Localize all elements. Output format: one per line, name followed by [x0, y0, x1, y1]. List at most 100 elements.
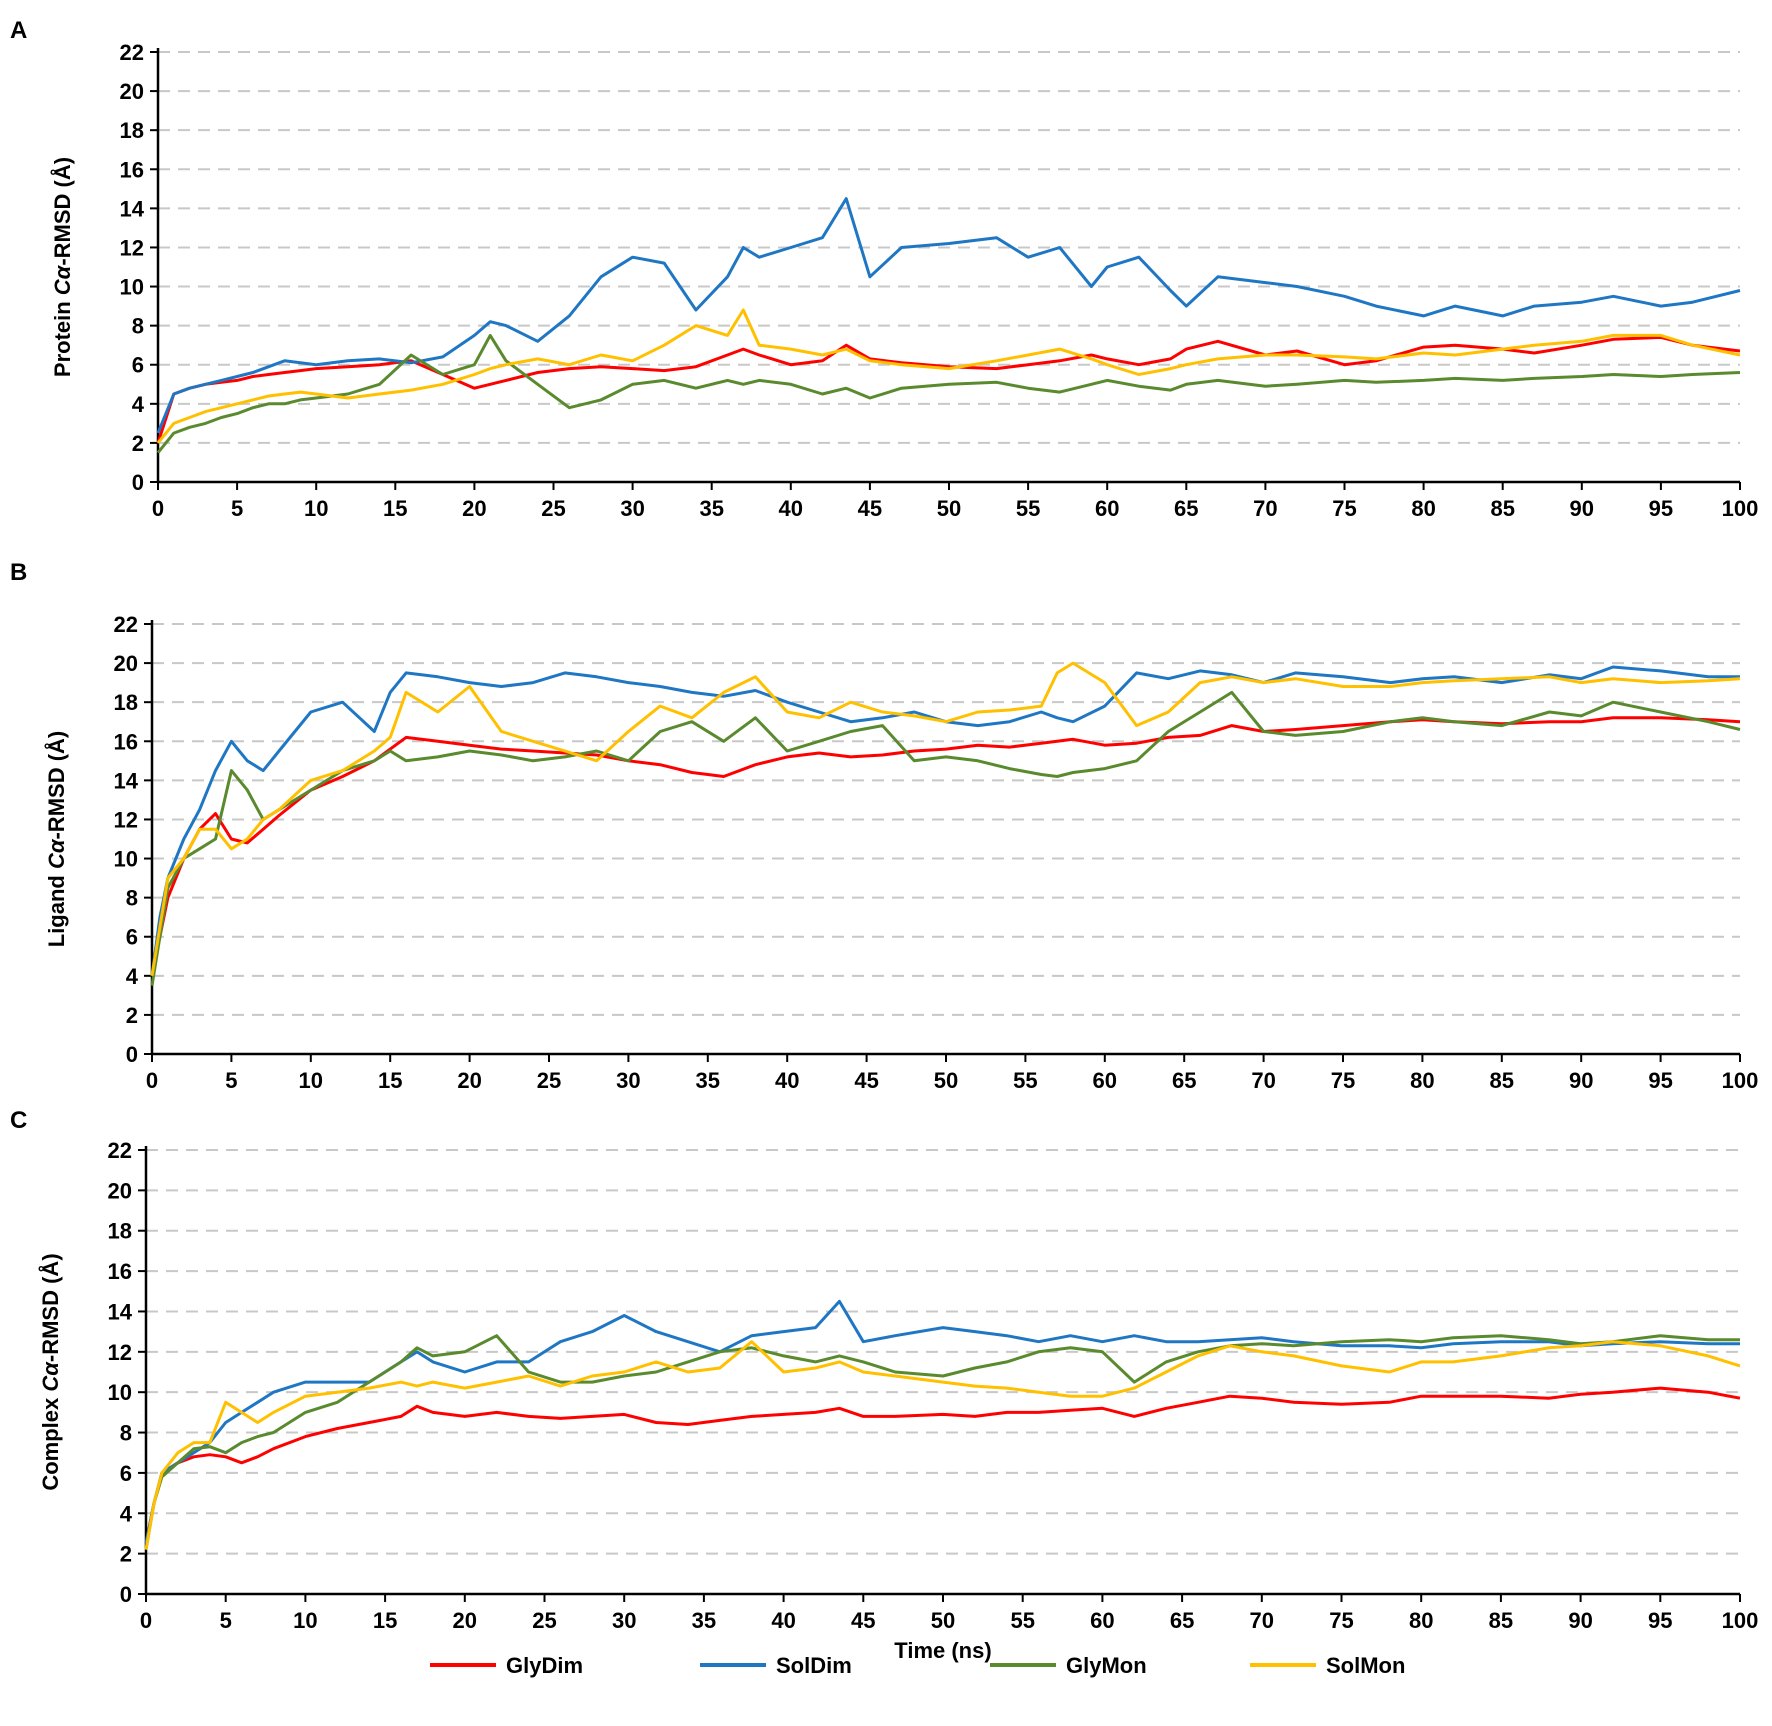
y-axis-label-italic: Cα	[38, 1361, 63, 1392]
y-tick-label: 14	[114, 768, 139, 793]
panel-label-b: B	[10, 559, 27, 586]
x-tick-label: 35	[692, 1608, 716, 1633]
x-tick-label: 20	[462, 496, 486, 521]
x-tick-label: 10	[304, 496, 328, 521]
x-tick-label: 75	[1332, 496, 1356, 521]
x-tick-label: 100	[1722, 1608, 1759, 1633]
x-tick-label: 40	[771, 1608, 795, 1633]
x-tick-label: 20	[453, 1608, 477, 1633]
x-tick-label: 55	[1013, 1068, 1037, 1093]
x-tick-label: 10	[293, 1608, 317, 1633]
y-axis-label-prefix: Protein	[50, 295, 75, 377]
y-tick-label: 6	[132, 353, 144, 378]
y-axis-label-prefix: Ligand	[44, 869, 69, 947]
x-tick-label: 5	[220, 1608, 232, 1633]
panel-label-c: C	[10, 1107, 27, 1134]
x-tick-label: 70	[1253, 496, 1277, 521]
x-tick-label: 95	[1649, 496, 1673, 521]
legend: GlyDim SolDim GlyMon SolMon	[430, 1653, 1405, 1678]
y-tick-label: 8	[120, 1421, 132, 1446]
x-tick-label: 65	[1170, 1608, 1194, 1633]
x-tick-label: 15	[373, 1608, 397, 1633]
x-tick-label: 70	[1250, 1608, 1274, 1633]
y-axis-label-suffix: -RMSD (Å)	[49, 157, 75, 266]
y-tick-label: 0	[120, 1582, 132, 1607]
series-line-solmon	[144, 1340, 1741, 1550]
x-tick-label: 15	[378, 1068, 402, 1093]
x-tick-label: 70	[1251, 1068, 1275, 1093]
x-tick-label: 55	[1016, 496, 1040, 521]
x-tick-label: 30	[612, 1608, 636, 1633]
x-tick-label: 25	[537, 1068, 561, 1093]
y-tick-label: 10	[120, 275, 144, 300]
x-tick-label: 45	[854, 1068, 878, 1093]
series-line-glymon	[156, 333, 1741, 454]
y-tick-label: 10	[114, 847, 138, 872]
series-line-glydim	[156, 335, 1741, 444]
x-tick-label: 90	[1569, 1068, 1593, 1093]
y-tick-label: 20	[120, 79, 144, 104]
y-tick-label: 20	[114, 651, 138, 676]
y-tick-label: 22	[114, 612, 138, 637]
x-tick-label: 50	[937, 496, 961, 521]
y-tick-label: 2	[126, 1003, 138, 1028]
y-tick-label: 16	[114, 729, 138, 754]
x-tick-label: 60	[1090, 1608, 1114, 1633]
panel-b: B 0 2 4 6 8 10 12 14 16 18 20 22 0 5 10 15 20 25 30 35 40 45 50…	[10, 559, 1758, 1093]
legend-label-solmon: SolMon	[1326, 1653, 1405, 1678]
y-axis-label-suffix: -RMSD (Å)	[43, 731, 69, 840]
x-tick-label: 100	[1722, 1068, 1759, 1093]
y-tick-label: 4	[120, 1501, 133, 1526]
y-tick-label: 18	[108, 1219, 132, 1244]
x-tick-label: 75	[1331, 1068, 1355, 1093]
legend-label-glymon: GlyMon	[1066, 1653, 1147, 1678]
legend-label-soldim: SolDim	[776, 1653, 852, 1678]
x-tick-label: 95	[1648, 1068, 1672, 1093]
x-tick-label: 40	[779, 496, 803, 521]
series-line-glydim	[144, 1386, 1741, 1544]
y-tick-label: 8	[126, 886, 138, 911]
y-tick-label: 12	[120, 235, 144, 260]
x-tick-label: 85	[1490, 1068, 1514, 1093]
y-tick-label: 4	[126, 964, 139, 989]
x-tick-label: 45	[851, 1608, 875, 1633]
series-line-soldim	[150, 665, 1740, 977]
x-tick-label: 25	[541, 496, 565, 521]
x-tick-label: 35	[696, 1068, 720, 1093]
y-tick-label: 6	[126, 925, 138, 950]
y-axis-label: Complex Cα-RMSD (Å)	[37, 1253, 63, 1490]
x-tick-label: 0	[152, 496, 164, 521]
y-tick-label: 8	[132, 314, 144, 339]
y-tick-label: 22	[108, 1138, 132, 1163]
panel-c: C 0 2 4 6 8 10 12 14 16 18 20 22 0 5 10 15 20 25 30 35 40 45 50…	[10, 1107, 1758, 1663]
y-tick-label: 6	[120, 1461, 132, 1486]
y-tick-label: 0	[126, 1042, 138, 1067]
x-tick-label: 15	[383, 496, 407, 521]
x-tick-label: 90	[1568, 1608, 1592, 1633]
y-tick-label: 12	[114, 807, 138, 832]
x-tick-label: 5	[225, 1068, 237, 1093]
panel-a: A 0 2 4 6 8 10 12 14 16 18 20 22 0 5 10 15 20 25 30 35 40 45 50…	[10, 17, 1758, 521]
x-tick-label: 0	[146, 1068, 158, 1093]
x-tick-label: 75	[1329, 1608, 1353, 1633]
y-tick-label: 0	[132, 470, 144, 495]
y-tick-label: 18	[120, 118, 144, 143]
panel-label-a: A	[10, 17, 27, 44]
y-tick-label: 2	[132, 431, 144, 456]
y-tick-label: 16	[120, 157, 144, 182]
x-tick-label: 85	[1490, 496, 1514, 521]
x-tick-label: 100	[1722, 496, 1759, 521]
x-tick-label: 0	[140, 1608, 152, 1633]
y-tick-label: 12	[108, 1340, 132, 1365]
x-tick-label: 80	[1411, 496, 1435, 521]
series-line-solmon	[156, 308, 1741, 444]
x-tick-label: 60	[1093, 1068, 1117, 1093]
x-tick-label: 85	[1489, 1608, 1513, 1633]
x-axis-label: Time (ns)	[894, 1638, 991, 1663]
x-tick-label: 80	[1410, 1068, 1434, 1093]
y-tick-label: 18	[114, 690, 138, 715]
legend-label-glydim: GlyDim	[506, 1653, 583, 1678]
y-tick-label: 22	[120, 40, 144, 65]
x-tick-label: 65	[1174, 496, 1198, 521]
